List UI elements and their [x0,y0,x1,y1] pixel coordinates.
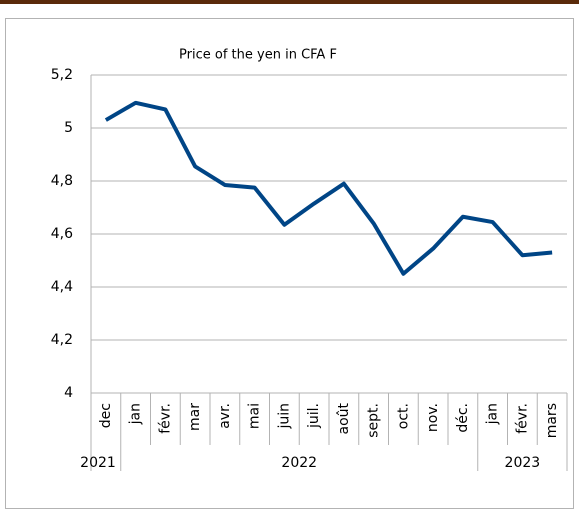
y-tick-label: 4 [64,385,73,401]
x-tick-label: jan [485,403,501,425]
x-tick-label: oct. [395,403,411,429]
x-tick-label: dec [98,403,114,428]
y-tick-label: 4,6 [51,226,73,242]
y-tick-label: 5,2 [51,67,73,83]
x-tick-label: mars [544,403,560,438]
x-tick-label: avr. [217,403,233,429]
x-tick-label: juil. [306,403,322,429]
group-label: 2023 [505,455,541,471]
top-border [0,0,579,4]
frame [5,18,574,509]
y-tick-label: 4,4 [51,279,73,295]
chart-title: Price of the yen in CFA F [179,48,337,63]
line-series [104,100,553,276]
x-tick-label: août [336,402,352,434]
x-tick-label: sept. [366,403,382,438]
x-tick-label: mai [247,403,263,429]
y-tick-label: 4,2 [51,332,73,348]
y-tick-label: 5 [64,120,73,136]
x-tick-label: mar [187,403,203,431]
x-tick-label: juin [276,403,292,430]
x-tick-label: nov. [425,403,441,432]
group-label: 2021 [80,455,116,471]
group-label: 2022 [281,455,317,471]
x-tick-label: févr. [157,403,173,434]
x-tick-label: jan [128,403,144,425]
x-tick-label: févr. [514,403,530,434]
y-tick-label: 4,8 [51,173,73,189]
x-tick-label: déc. [455,403,471,433]
